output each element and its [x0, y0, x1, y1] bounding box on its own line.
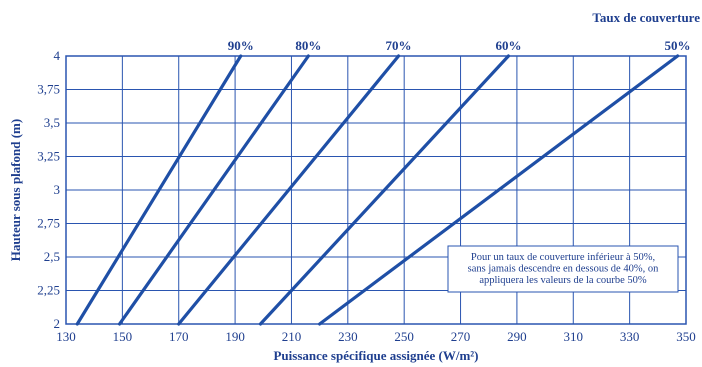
series-line — [117, 54, 310, 326]
x-tick-label: 130 — [56, 329, 76, 344]
y-axis-label: Hauteur sous plafond (m) — [8, 119, 23, 261]
series-label: 90% — [228, 38, 254, 53]
y-tick-label: 2,5 — [44, 249, 60, 264]
series-label: 50% — [665, 38, 691, 53]
x-tick-label: 170 — [169, 329, 189, 344]
y-tick-label: 3 — [54, 182, 61, 197]
x-tick-label: 150 — [113, 329, 133, 344]
series-line — [177, 54, 401, 326]
y-tick-label: 2,75 — [37, 216, 60, 231]
x-tick-label: 190 — [225, 329, 245, 344]
annotation-box: Pour un taux de couverture inférieur à 5… — [447, 245, 679, 293]
x-tick-labels: 130 150 170 190 210 230 250 270 290 310 330 350 — [56, 329, 696, 344]
x-tick-label: 290 — [507, 329, 527, 344]
annotation-text: Pour un taux de couverture inférieur à 5… — [468, 252, 659, 286]
x-tick-label: 230 — [338, 329, 358, 344]
y-tick-label: 2 — [54, 316, 61, 331]
series-line — [258, 54, 511, 326]
x-tick-label: 210 — [282, 329, 302, 344]
series-line — [318, 54, 680, 326]
y-tick-labels: 2 2,25 2,5 2,75 3 3,25 3,5 3,75 4 — [37, 48, 60, 331]
series-labels: 90% 80% 70% 60% 50% — [228, 38, 691, 53]
series-label: 60% — [495, 38, 521, 53]
y-tick-label: 3,25 — [37, 149, 60, 164]
series-lines — [75, 54, 680, 326]
x-axis-label: Puissance spécifique assignée (W/m²) — [273, 348, 478, 363]
legend-title: Taux de couverture — [592, 10, 700, 25]
y-tick-label: 3,5 — [44, 115, 60, 130]
series-label: 70% — [386, 38, 412, 53]
y-tick-label: 4 — [54, 48, 61, 63]
x-tick-label: 250 — [394, 329, 414, 344]
x-tick-label: 270 — [451, 329, 471, 344]
x-tick-label: 310 — [564, 329, 584, 344]
series-line — [75, 54, 243, 326]
y-tick-label: 2,25 — [37, 283, 60, 298]
x-tick-label: 350 — [676, 329, 696, 344]
y-tick-label: 3,75 — [37, 82, 60, 97]
grid — [65, 55, 687, 325]
series-label: 80% — [295, 38, 321, 53]
x-tick-label: 330 — [620, 329, 640, 344]
